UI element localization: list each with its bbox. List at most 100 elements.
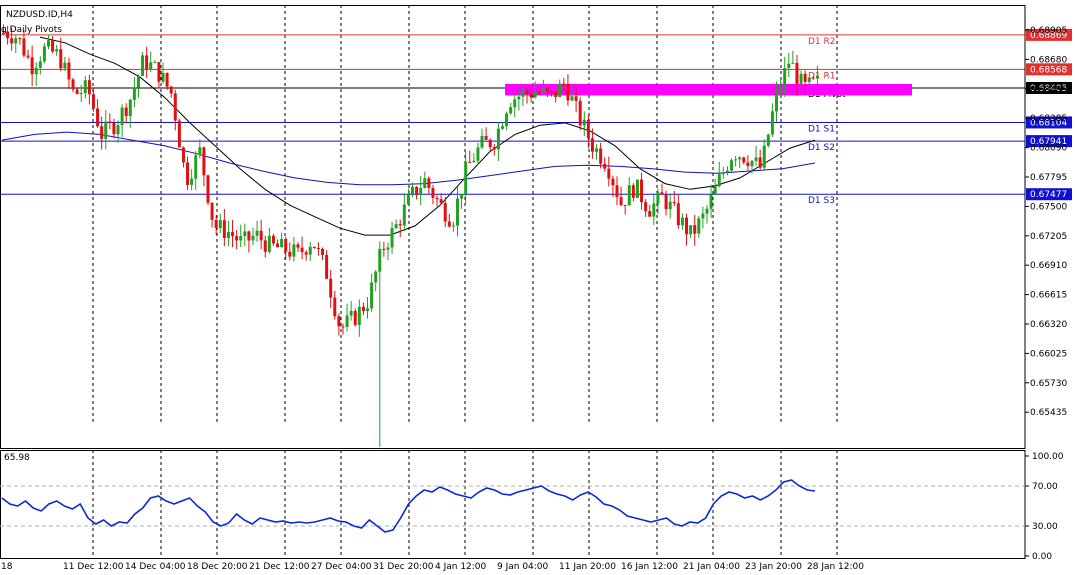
x-tick-label: 23 Jan 20:00 [745, 562, 802, 572]
price-tag [1026, 188, 1072, 201]
candle-body [296, 244, 300, 248]
axes: 18 11 Dec 12:00 14 Dec 04:00 18 Dec 20:00 21… [0, 5, 1067, 572]
price-tag-label: 0.67477 [1030, 190, 1067, 200]
candle-body [562, 83, 566, 85]
candle-body [341, 326, 345, 328]
candle-body [529, 93, 533, 98]
candle-body [141, 55, 145, 76]
candle-body [492, 147, 496, 150]
x-tick-label: 21 Dec 12:00 [249, 562, 310, 572]
rsi-value-label: 65.98 [4, 453, 30, 463]
price-tick-label: 0.65435 [1030, 408, 1067, 418]
candle-body [640, 179, 644, 203]
candle-body [267, 235, 271, 252]
price-tick-label: 0.66910 [1030, 261, 1067, 271]
rsi-panel: 100.00 70.00 30.00 0.00 [0, 452, 1064, 562]
candle-body [795, 62, 799, 84]
candle-body [235, 236, 239, 241]
candle-body [623, 204, 627, 206]
candle-body [116, 125, 120, 135]
price-tag-label: 0.68568 [1030, 65, 1067, 75]
candle-body [51, 40, 55, 52]
candle-body [251, 235, 255, 241]
candle-body [136, 75, 140, 88]
candle-body [292, 244, 296, 257]
x-tick-label: 18 Dec 20:00 [187, 562, 248, 572]
indicator-label: g Daily Pivots [1, 25, 62, 35]
rsi-line [1, 479, 816, 533]
price-tick-label: 0.67205 [1030, 232, 1067, 242]
rsi-tick-label: 100.00 [1032, 452, 1064, 462]
price-tag [1026, 81, 1072, 94]
candle-body [55, 49, 59, 52]
candle-body [689, 225, 693, 235]
candle-body [627, 185, 631, 206]
candle-body [779, 87, 783, 91]
candle-body [181, 147, 185, 163]
rsi-tick-label: 0.00 [1032, 552, 1052, 562]
candle-body [599, 148, 603, 164]
candle-body [770, 111, 774, 135]
candle-body [263, 240, 267, 252]
candle-body [582, 119, 586, 126]
candle-body [509, 107, 513, 114]
candle-body [730, 160, 734, 171]
candle-body [226, 232, 230, 238]
candle-body [750, 160, 754, 167]
pivot-line-label: D1 S2 [808, 143, 835, 153]
candle-body [468, 161, 472, 163]
candle-body [811, 77, 815, 79]
candle-body [676, 203, 680, 226]
vertical-grid [92, 5, 838, 558]
candle-body [128, 99, 132, 117]
x-tick-label: 21 Jan 04:00 [683, 562, 740, 572]
candle-body [513, 99, 517, 108]
candle-body [484, 135, 488, 140]
candle-body [611, 178, 615, 186]
price-frame [0, 5, 1026, 449]
candle-body [120, 107, 124, 126]
price-tick-label: 0.68680 [1030, 55, 1067, 65]
candle-body [382, 248, 386, 250]
candle-body [87, 80, 91, 95]
candle-body [791, 62, 795, 64]
candle-body [374, 271, 378, 283]
candle-body [685, 217, 689, 235]
candle-body [284, 238, 288, 252]
candle-body [173, 93, 177, 121]
price-tag-label: 0.68104 [1030, 118, 1067, 128]
candle-body [161, 72, 165, 82]
candle-body [799, 73, 803, 84]
x-tick-label: 14 Dec 04:00 [125, 562, 186, 572]
candle-body [210, 202, 214, 220]
candle-body [96, 108, 100, 127]
candle-body [762, 145, 766, 168]
candle-body [783, 68, 787, 88]
candle-body [390, 228, 394, 248]
candle-body [222, 220, 226, 238]
candle-body [545, 88, 549, 92]
candle-body [447, 221, 451, 227]
candle-body [713, 186, 717, 195]
candle-body [243, 231, 247, 237]
candle-body [427, 178, 431, 189]
candle-body [308, 246, 312, 255]
x-tick-label: 11 Dec 12:00 [63, 562, 124, 572]
candle-body [153, 62, 157, 64]
candle-body [439, 199, 443, 203]
candle-body [460, 193, 464, 199]
candle-body [603, 163, 607, 169]
candle-body [558, 83, 562, 98]
pivot-highlight-band [505, 83, 912, 96]
candle-body [758, 157, 762, 168]
x-tick-label: 31 Dec 20:00 [373, 562, 434, 572]
candle-body [406, 193, 410, 205]
price-tick-label: 0.65730 [1030, 379, 1067, 389]
candle-body [104, 121, 108, 139]
x-tick-label: 18 [1, 562, 13, 572]
x-tick-label: 16 Jan 12:00 [621, 562, 678, 572]
candle-body [738, 157, 742, 160]
price-tick-label: 0.67795 [1030, 173, 1067, 183]
price-tag [1026, 63, 1072, 76]
